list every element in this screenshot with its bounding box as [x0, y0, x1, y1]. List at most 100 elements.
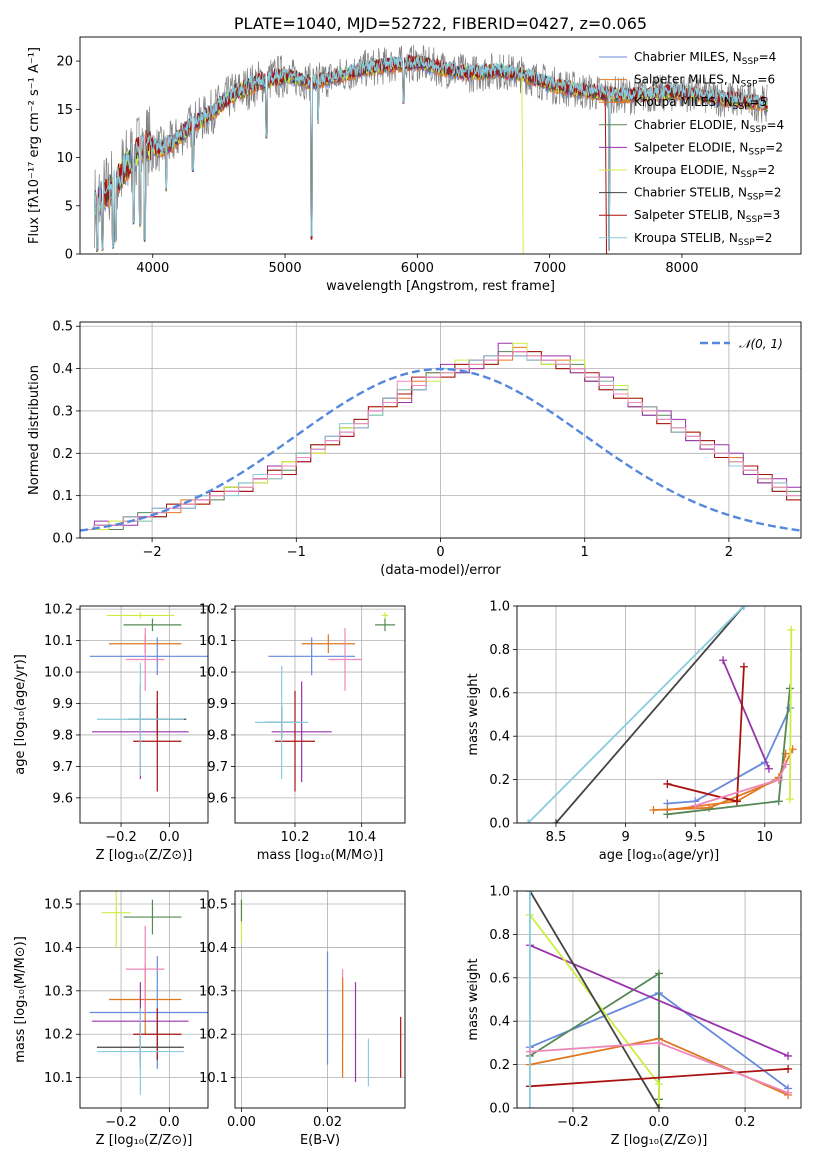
y-tick-label: 0.4 [489, 1015, 510, 1030]
x-tick-label: −0.2 [105, 1115, 137, 1130]
mass-weight-marker [739, 662, 748, 671]
legend-label: Chabrier MILES, NSSP=4 [634, 50, 776, 67]
age-vs-Z-plot-area [89, 612, 208, 792]
legend-label: Kroupa MILES, NSSP=5 [634, 95, 767, 112]
y-tick-label: 10.5 [199, 898, 228, 913]
model-spectrum-line [94, 54, 769, 251]
x-tick-label: 9.5 [685, 830, 706, 845]
mass-weight-marker [787, 625, 796, 634]
y-axis-label: Normed distribution [27, 365, 42, 495]
y-tick-label: 9.7 [52, 760, 73, 775]
x-axis-label: Z [log₁₀(Z/Z⊙)] [96, 1133, 193, 1148]
y-tick-label: 10.2 [44, 1028, 73, 1043]
axes-frame [79, 321, 802, 539]
axes-frame [234, 890, 406, 1109]
mass-weight-marker [524, 819, 533, 823]
x-tick-label: 0.0 [159, 1115, 180, 1130]
axes-frame [79, 605, 209, 824]
mass-vs-ebv-axes: 0.00 0.02 10.1 10.2 10.3 10.4 10.5 E(B-V) [199, 890, 406, 1148]
y-tick-label: 9.6 [207, 791, 228, 806]
mass-weight-marker [774, 797, 783, 806]
x-tick-label: 6000 [401, 261, 434, 276]
mass-weight-marker [774, 775, 783, 784]
y-tick-label: 1.0 [489, 885, 510, 900]
y-axis-label: mass weight [466, 673, 481, 755]
mass-weight-marker [663, 810, 672, 819]
y-tick-label: 10 [56, 151, 73, 166]
y-tick-label: 10.4 [199, 941, 228, 956]
axes-frame [79, 36, 802, 255]
legend-label: Chabrier ELODIE, NSSP=4 [634, 118, 784, 135]
x-tick-label: 8.5 [546, 830, 567, 845]
x-tick-label: −0.2 [105, 830, 137, 845]
y-tick-label: 10.2 [44, 603, 73, 618]
y-axis-label: mass [log₁₀(M/M⊙)] [13, 936, 28, 1063]
mass-weight-marker [525, 891, 534, 895]
y-tick-label: 10.3 [199, 984, 228, 999]
y-tick-label: 0.0 [52, 532, 73, 547]
legend-label: Chabrier STELIB, NSSP=2 [634, 186, 782, 203]
y-axis-label: mass weight [466, 958, 481, 1040]
legend-label: Salpeter STELIB, NSSP=3 [634, 208, 780, 225]
residuals-plot-area [80, 342, 801, 538]
y-tick-label: 0.8 [489, 643, 510, 658]
mass-weight-marker [525, 1047, 534, 1056]
weight-vs-Z-axes: −0.2 0.0 0.2 0.0 0.2 0.4 0.6 0.8 1.0 Z [log₁₀(Z/Z… [466, 885, 802, 1148]
mass-vs-Z-plot-area [89, 891, 208, 1095]
mass-weight-line [527, 606, 745, 823]
mass-weight-marker [655, 1104, 663, 1108]
x-tick-label: 8000 [665, 261, 698, 276]
weight-vs-age-axes: 8.5 9 9.5 10 0.0 0.2 0.4 0.6 0.8 1.0 age [log₁₀(ag… [466, 600, 802, 863]
legend: 𝒩(0, 1) [700, 337, 783, 351]
y-tick-label: 10.0 [199, 666, 228, 681]
x-tick-label: 10 [757, 830, 774, 845]
y-tick-label: 10.1 [199, 634, 228, 649]
y-tick-label: 10.1 [44, 634, 73, 649]
y-tick-label: 10.2 [199, 603, 228, 618]
y-tick-label: 9.8 [207, 728, 228, 743]
y-tick-label: 0.0 [489, 1102, 510, 1117]
chart-title: PLATE=1040, MJD=52722, FIBERID=0427, z=0… [234, 14, 647, 33]
y-tick-label: 0.6 [489, 971, 510, 986]
y-tick-label: 9.7 [207, 760, 228, 775]
spectrum-plot-area [94, 44, 769, 254]
mass-weight-line [529, 891, 660, 1108]
y-tick-label: 9.9 [207, 697, 228, 712]
mass-vs-ebv-plot-area [240, 899, 402, 1087]
mass-vs-Z-axes: −0.2 0.0 10.1 10.2 10.3 10.4 10.5 Z [log₁₀(Z/Z⊙… [13, 890, 209, 1148]
residuals-axes: −2 −1 0 1 2 0.0 0.1 0.2 0.3 0.4 0.5 (data-model)/er… [27, 320, 802, 578]
axes-frame [516, 890, 802, 1109]
x-tick-label: −0.2 [557, 1115, 589, 1130]
x-axis-label: wavelength [Angstrom, rest frame] [326, 279, 555, 294]
mass-weight-marker [784, 1064, 793, 1073]
legend-label: Kroupa STELIB, NSSP=2 [634, 231, 772, 248]
y-tick-label: 9.8 [52, 728, 73, 743]
y-tick-label: 0.4 [489, 730, 510, 745]
x-tick-label: 0.00 [227, 1115, 256, 1130]
mass-weight-line [555, 606, 745, 823]
legend-label: Salpeter MILES, NSSP=6 [634, 73, 775, 90]
y-tick-label: 10.1 [199, 1071, 228, 1086]
y-tick-label: 0.2 [489, 773, 510, 788]
mass-weight-marker [785, 795, 794, 804]
age-vs-mass-axes: 10.2 10.4 9.6 9.7 9.8 9.9 10.0 10.1 10.2 mass [lo… [199, 603, 406, 863]
mass-weight-marker [663, 779, 672, 788]
mass-weight-marker [739, 606, 748, 610]
x-axis-label: mass [log₁₀(M/M⊙)] [257, 848, 384, 863]
x-tick-label: 5000 [269, 261, 302, 276]
x-tick-label: 2 [725, 545, 733, 560]
mass-weight-marker [784, 1088, 793, 1097]
x-tick-label: 1 [581, 545, 589, 560]
mass-weight-line [667, 707, 791, 805]
normal-curve-line [80, 367, 801, 532]
mass-weight-marker [655, 1038, 663, 1047]
model-spectrum-drop [521, 75, 524, 254]
axes-frame [234, 605, 406, 824]
y-tick-label: 10.1 [44, 1071, 73, 1086]
y-tick-label: 0.0 [489, 817, 510, 832]
legend: Chabrier MILES, NSSP=4 Salpeter MILES, NS… [599, 50, 784, 248]
weight-vs-age-plot-area [524, 606, 797, 823]
mass-weight-marker [649, 805, 658, 814]
x-tick-label: 0.0 [159, 830, 180, 845]
mass-weight-marker [785, 684, 794, 693]
